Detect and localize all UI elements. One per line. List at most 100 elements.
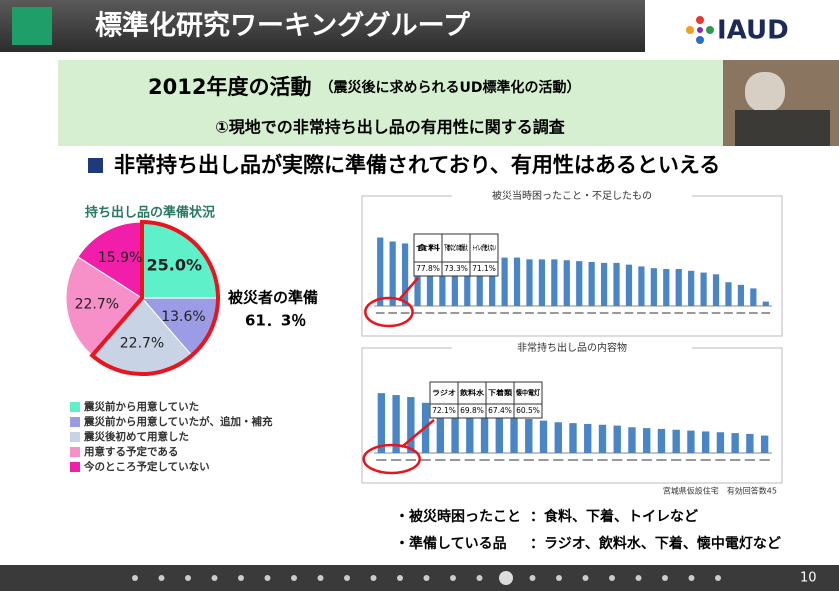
highlight-arrow [400, 419, 435, 448]
summary-label: ・準備している品 [395, 535, 507, 552]
tick-label-placeholder [744, 459, 756, 461]
tick-label-placeholder [656, 459, 667, 461]
tick-label-placeholder [685, 459, 697, 461]
bar [716, 432, 725, 453]
tick-label-placeholder [649, 312, 659, 314]
bar [650, 268, 657, 306]
bar [464, 253, 471, 306]
bar [525, 418, 533, 453]
bar [737, 284, 745, 306]
bar [401, 243, 409, 306]
tick-label-placeholder [686, 312, 696, 314]
footer-dot [499, 571, 513, 585]
bar [598, 424, 607, 453]
tick-label-placeholder [508, 459, 520, 461]
footer-dot [662, 575, 668, 581]
tick-label-placeholder [587, 312, 597, 314]
tick-label-placeholder [574, 312, 584, 314]
bar [760, 435, 769, 453]
tick-label-placeholder [674, 312, 684, 314]
bar [687, 430, 695, 453]
tick-label-placeholder [711, 312, 721, 314]
pie-label: 22.7% [75, 297, 119, 313]
pie-label: 13.6% [161, 309, 205, 325]
tick-label-placeholder [759, 459, 770, 461]
tick-label-placeholder [637, 312, 646, 314]
footer-dot [132, 575, 138, 581]
tick-label-placeholder [479, 459, 490, 461]
bar [495, 415, 503, 453]
pie-slice [77, 221, 143, 299]
footer-dot [264, 575, 271, 581]
tick-label-placeholder [671, 459, 682, 461]
tick-label-placeholder [715, 459, 726, 461]
callout-category: 食料 [414, 243, 440, 252]
footer-dot [423, 575, 430, 581]
tick-label-placeholder [464, 459, 475, 461]
tick-label-placeholder [375, 312, 385, 314]
bar [600, 262, 608, 306]
footer-dot [397, 575, 403, 581]
bar [576, 261, 583, 306]
callout-category: 飲料水 [459, 388, 485, 397]
bar [538, 259, 546, 306]
bar [389, 241, 396, 306]
callout-category: ラジオ [432, 389, 456, 397]
tick-label-placeholder [748, 312, 758, 314]
tick-label-placeholder [500, 312, 509, 314]
banner-topic: ①現地での非常持ち出し品の有用性に関する調査 [215, 118, 565, 137]
tick-label-placeholder [624, 312, 634, 314]
callout-cell [469, 233, 499, 263]
tick-label-placeholder [525, 312, 534, 314]
tick-label-placeholder [438, 312, 447, 314]
tick-label-placeholder [400, 312, 410, 314]
legend-swatch [70, 417, 80, 427]
header-square [12, 7, 52, 45]
bar [554, 422, 562, 453]
bar [407, 397, 415, 453]
tick-label-placeholder [388, 312, 398, 314]
logo: IAUD [717, 16, 789, 46]
bar [510, 416, 518, 453]
tick-label-placeholder [450, 312, 460, 314]
banner-subtitle: （震災後に求められるUD標準化の活動） [319, 79, 580, 96]
bar [700, 272, 707, 306]
legend-label: 震災後初めて用意した [83, 430, 189, 443]
bar [377, 393, 386, 453]
annotation-value: 61．3％ [245, 312, 306, 330]
callout-category: トイレが使えない [472, 243, 496, 252]
tick-label-placeholder [729, 459, 741, 461]
bar [436, 407, 445, 453]
bar [513, 257, 521, 306]
footer-dot [344, 575, 350, 581]
chart-title-bg [452, 340, 692, 356]
highlight-ellipse [362, 443, 421, 475]
chart-title: 非常持ち出し品の内容物 [517, 341, 627, 354]
callout-value: 69.8% [460, 406, 484, 415]
tick-label-placeholder [612, 459, 623, 461]
bar [688, 270, 695, 306]
tick-label-placeholder [537, 312, 547, 314]
tick-label-placeholder [449, 459, 461, 461]
header-bar [0, 0, 645, 52]
headline: 非常持ち出し品が実際に準備されており、有用性はあるといえる [114, 153, 720, 177]
footer-dot [158, 575, 165, 581]
tick-label-placeholder [390, 459, 402, 461]
footer-dot [450, 575, 456, 581]
chart-note: 宮城県仮設住宅 有効回答数45 [663, 486, 777, 496]
callout-value: 60.5% [516, 406, 540, 415]
footer-dot [211, 575, 218, 581]
bar [762, 301, 769, 306]
highlight-arrow [397, 277, 419, 301]
bar [480, 414, 489, 453]
callout-category: 懐中電灯 [516, 388, 540, 397]
callout-category: 下着類 [488, 388, 513, 397]
footer-dot [582, 575, 589, 581]
bar [476, 254, 483, 306]
callout-category: 下着などの着替え [444, 243, 468, 252]
pie-title: 持ち出し品の準備状況 [85, 205, 215, 221]
footer-dot [185, 575, 191, 581]
annotation-label: 被災者の準備 [228, 289, 318, 307]
bar [663, 269, 670, 306]
bar [750, 288, 757, 306]
